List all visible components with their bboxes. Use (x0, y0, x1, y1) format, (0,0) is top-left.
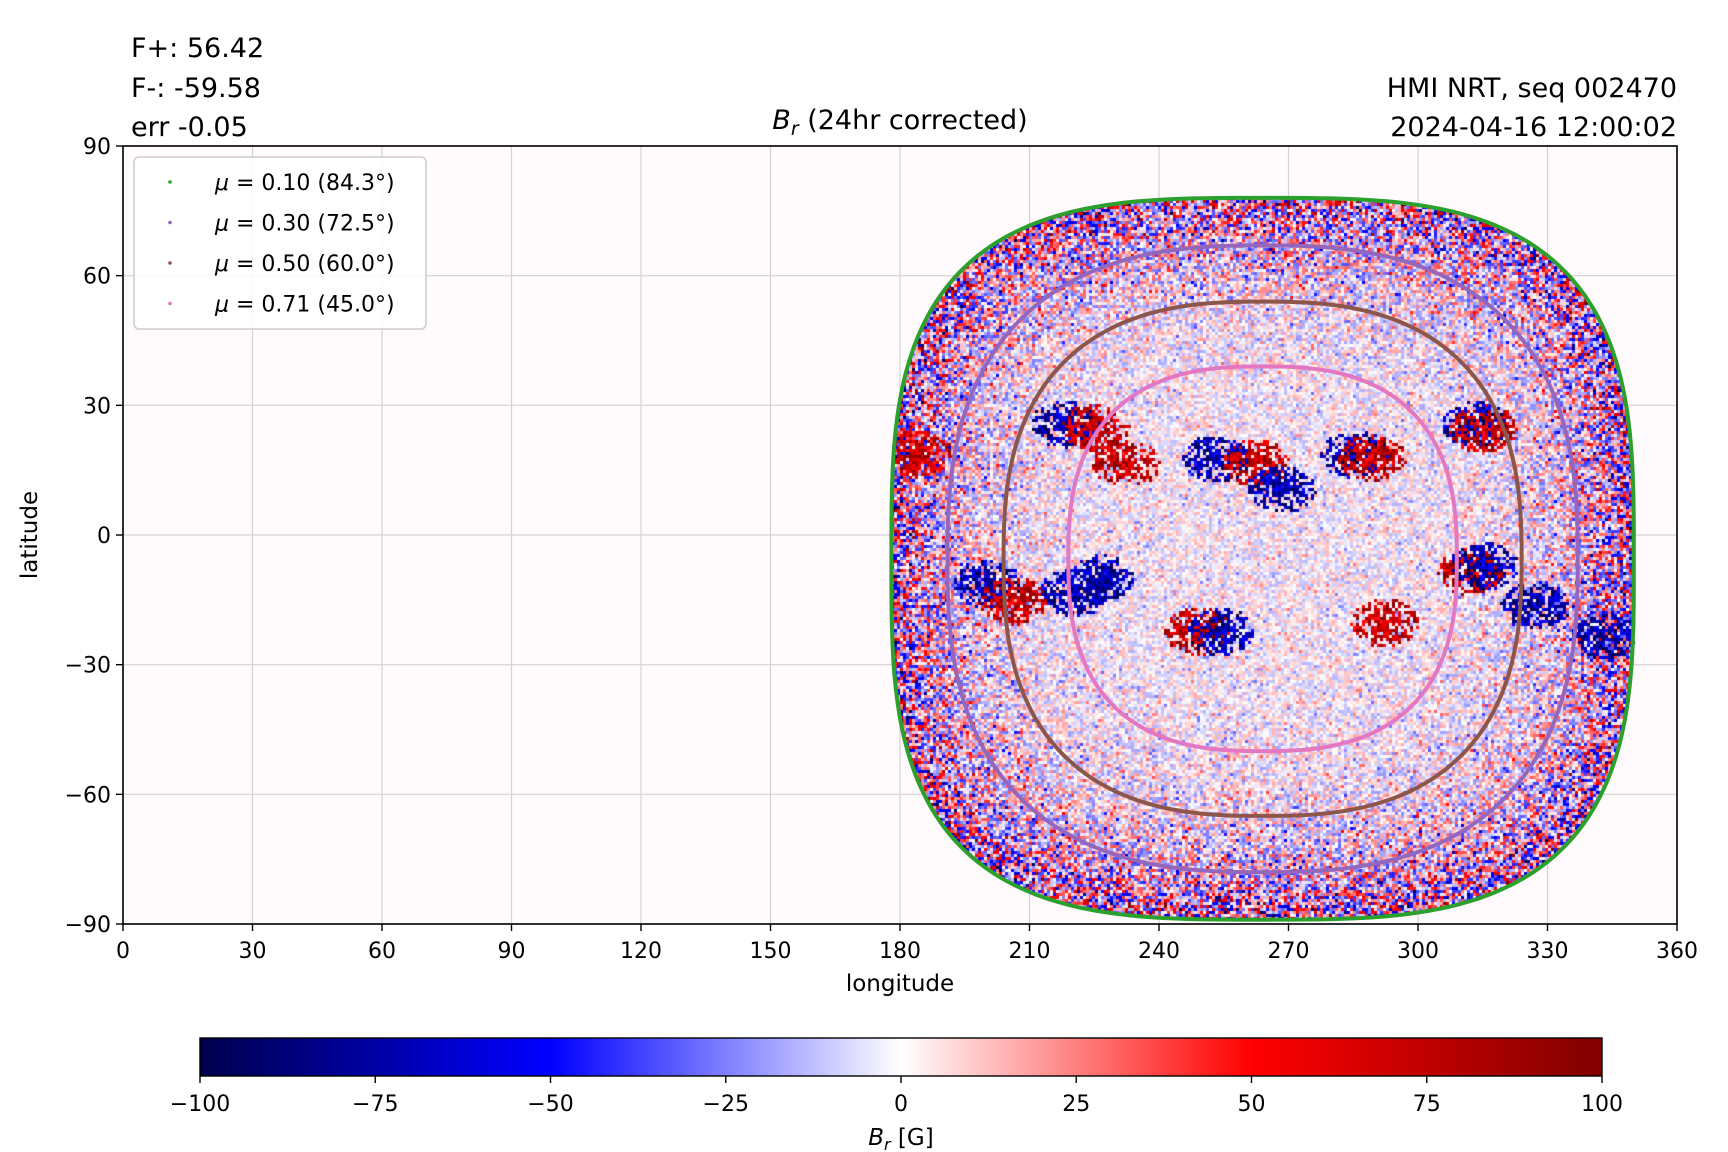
colorbar-tick-label: 75 (1413, 1092, 1441, 1117)
colorbar-label-unit: [G] (891, 1125, 934, 1151)
legend-angle: (45.0°) (317, 293, 394, 318)
colorbar (199, 1037, 1603, 1077)
colorbar-tick-label: 0 (894, 1092, 908, 1117)
mu-contour-line (1001, 299, 1524, 818)
colorbar-tick-label: −75 (352, 1092, 398, 1117)
legend-marker (168, 220, 172, 225)
legend-mu-symbol: μ (214, 252, 229, 277)
y-tick-label: −30 (65, 654, 111, 679)
legend-angle: (84.3°) (317, 171, 394, 196)
colorbar-tick-label: 25 (1062, 1092, 1090, 1117)
y-tick-label: 30 (83, 394, 111, 419)
y-tick-label: 90 (83, 135, 111, 160)
x-tick-label: 210 (1009, 939, 1051, 964)
x-ticks: 0 30 60 90 120 150 180 210 240 270 300 330 360 (116, 924, 1698, 964)
legend-mu-symbol: μ (214, 171, 229, 196)
x-tick-label: 270 (1268, 939, 1310, 964)
x-tick-label: 60 (368, 939, 396, 964)
legend-marker (168, 180, 172, 184)
mu-contour-line (945, 243, 1580, 875)
chart-title: Br (24hr corrected) (772, 105, 1027, 140)
legend-entry: μ = 0.71 (45.0°) (214, 293, 395, 318)
legend-angle: (60.0°) (317, 252, 394, 277)
x-tick-label: 360 (1656, 939, 1698, 964)
mu-contour-line (1066, 364, 1459, 754)
legend-entry: μ = 0.10 (84.3°) (214, 171, 395, 196)
legend: μ = 0.10 (84.3°)μ = 0.30 (72.5°)μ = 0.50… (133, 156, 427, 330)
flux-negative: F-: -59.58 (131, 73, 261, 104)
y-tick-label: 60 (83, 265, 111, 290)
flux-error: err -0.05 (131, 112, 248, 143)
colorbar-tick-label: −100 (170, 1092, 230, 1117)
x-tick-label: 240 (1138, 939, 1180, 964)
chart-title-rest: (24hr corrected) (799, 105, 1028, 136)
legend-value: = 0.10 (229, 171, 317, 196)
legend-angle: (72.5°) (317, 212, 394, 237)
y-axis-label: latitude (17, 491, 43, 579)
x-tick-label: 0 (116, 939, 130, 964)
x-tick-label: 300 (1397, 939, 1439, 964)
legend-marker (168, 301, 172, 306)
legend-marker (168, 261, 172, 265)
timestamp-label: 2024-04-16 12:00:02 (1390, 112, 1677, 143)
legend-mu-symbol: μ (214, 212, 229, 237)
colorbar-tick-label: −50 (527, 1092, 573, 1117)
source-label: HMI NRT, seq 002470 (1387, 73, 1677, 104)
colorbar-tick-label: −25 (703, 1092, 749, 1117)
mu-contours (889, 195, 1636, 922)
legend-entry: μ = 0.30 (72.5°) (214, 212, 395, 237)
x-tick-label: 90 (498, 939, 526, 964)
chart-title-sub: r (791, 118, 800, 140)
legend-value: = 0.50 (229, 252, 317, 277)
colorbar-tick-label: 100 (1581, 1092, 1623, 1117)
legend-box (133, 156, 427, 330)
flux-positive: F+: 56.42 (131, 33, 264, 64)
colorbar-label: Br [G] (868, 1125, 933, 1152)
y-tick-label: 0 (97, 524, 111, 549)
y-tick-label: −60 (65, 783, 111, 808)
x-tick-label: 150 (750, 939, 792, 964)
legend-mu-symbol: μ (214, 293, 229, 318)
mu-contour-line (889, 195, 1636, 922)
x-tick-label: 330 (1527, 939, 1569, 964)
chart-title-main: B (772, 105, 791, 136)
legend-entry: μ = 0.50 (60.0°) (214, 252, 395, 277)
x-axis-label: longitude (846, 971, 954, 997)
y-ticks: 90 60 30 0 −30 −60 −90 (65, 135, 123, 938)
colorbar-label-sub: r (884, 1135, 892, 1152)
x-tick-label: 120 (620, 939, 662, 964)
colorbar-tick-label: 50 (1238, 1092, 1266, 1117)
legend-value: = 0.71 (229, 293, 317, 318)
colorbar-ticks: −100 −75 −50 −25 0 25 50 75 100 (170, 1076, 1623, 1117)
colorbar-label-main: B (868, 1125, 884, 1151)
legend-value: = 0.30 (229, 212, 317, 237)
x-tick-label: 180 (879, 939, 921, 964)
y-tick-label: −90 (65, 913, 111, 938)
x-tick-label: 30 (239, 939, 267, 964)
